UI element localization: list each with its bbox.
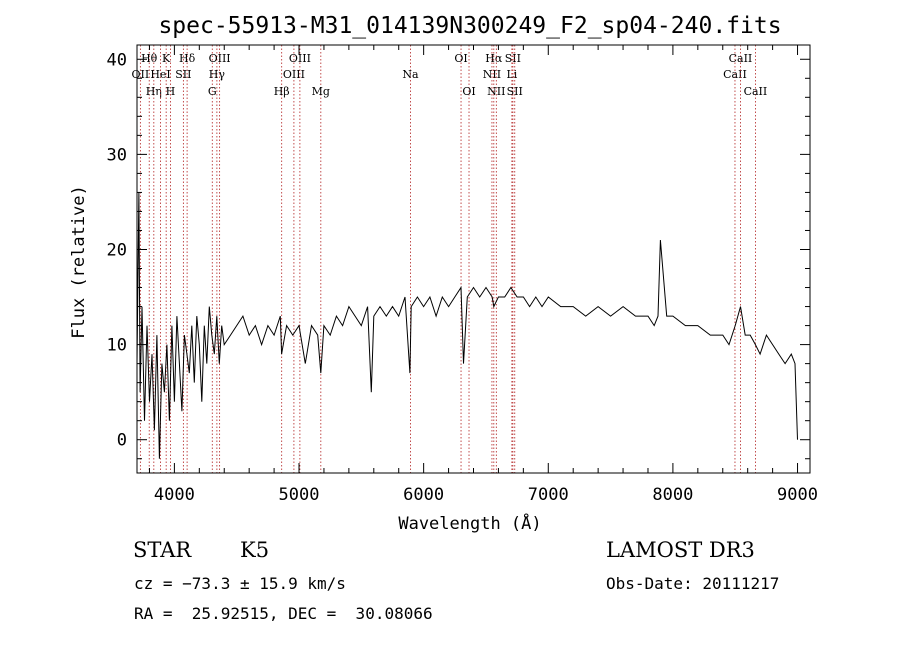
line-label-8: G <box>208 85 217 98</box>
observation-date: Obs-Date: 20111217 <box>606 574 780 593</box>
plot-axes: 4000 5000 6000 7000 8000 9000 0 10 20 30 40 <box>107 44 818 505</box>
emission-line-markers: OII Hθ Hη HeI K H SII Hδ G Hγ OIII Hβ OIII OIII Mg Na OI… <box>132 45 768 473</box>
line-label-26: CaII <box>744 85 768 98</box>
y-tick-label-4: 40 <box>107 50 127 70</box>
object-class: STAR <box>133 538 192 562</box>
object-subclass: K5 <box>240 538 270 562</box>
line-label-24: CaII <box>723 68 747 81</box>
x-tick-label-0: 4000 <box>154 485 195 505</box>
x-tick-label-5: 9000 <box>777 485 818 505</box>
line-label-1: Hθ <box>141 52 158 65</box>
x-tick-label-3: 7000 <box>528 485 569 505</box>
x-axis-label: Wavelength (Å) <box>398 512 541 534</box>
y-tick-label-2: 20 <box>107 240 127 260</box>
x-tick-label-2: 6000 <box>403 485 444 505</box>
line-label-5: H <box>166 85 176 98</box>
line-label-20: NII <box>487 85 505 98</box>
line-label-12: OIII <box>283 68 305 81</box>
y-tick-label-3: 30 <box>107 145 127 165</box>
line-label-21: Li <box>506 68 517 81</box>
line-label-13: OIII <box>289 52 311 65</box>
line-label-17: OI <box>462 85 475 98</box>
line-label-2: Hη <box>146 85 162 98</box>
coordinates: RA = 25.92515, DEC = 30.08066 <box>134 604 433 623</box>
survey-name: LAMOST DR3 <box>606 538 755 562</box>
series-line-0 <box>136 192 798 459</box>
line-label-16: OI <box>454 52 467 65</box>
chart-title: spec-55913-M31_014139N300249_F2_sp04-240… <box>158 13 781 39</box>
line-label-14: Mg <box>312 85 330 98</box>
line-label-3: HeI <box>150 68 170 81</box>
plot-frame <box>136 44 811 474</box>
line-label-0: OII <box>132 68 150 81</box>
line-label-15: Na <box>402 68 419 81</box>
line-label-18: NII <box>483 68 501 81</box>
line-label-7: Hδ <box>179 52 196 65</box>
line-label-9: Hγ <box>209 68 226 81</box>
line-label-22: SII <box>505 52 521 65</box>
line-label-23: SII <box>507 85 523 98</box>
y-tick-label-0: 0 <box>117 431 127 451</box>
y-tick-label-1: 10 <box>107 336 127 356</box>
line-label-19: Hα <box>485 52 503 65</box>
redshift-value: cz = −73.3 ± 15.9 km/s <box>134 574 346 593</box>
spectrum-series <box>136 192 798 459</box>
line-label-6: SII <box>175 68 191 81</box>
line-label-25: CaII <box>729 52 753 65</box>
line-label-10: OIII <box>209 52 231 65</box>
x-tick-label-1: 5000 <box>279 485 320 505</box>
x-tick-label-4: 8000 <box>652 485 693 505</box>
line-label-11: Hβ <box>274 85 290 98</box>
y-axis-label: Flux (relative) <box>69 185 89 339</box>
line-label-4: K <box>162 52 171 65</box>
